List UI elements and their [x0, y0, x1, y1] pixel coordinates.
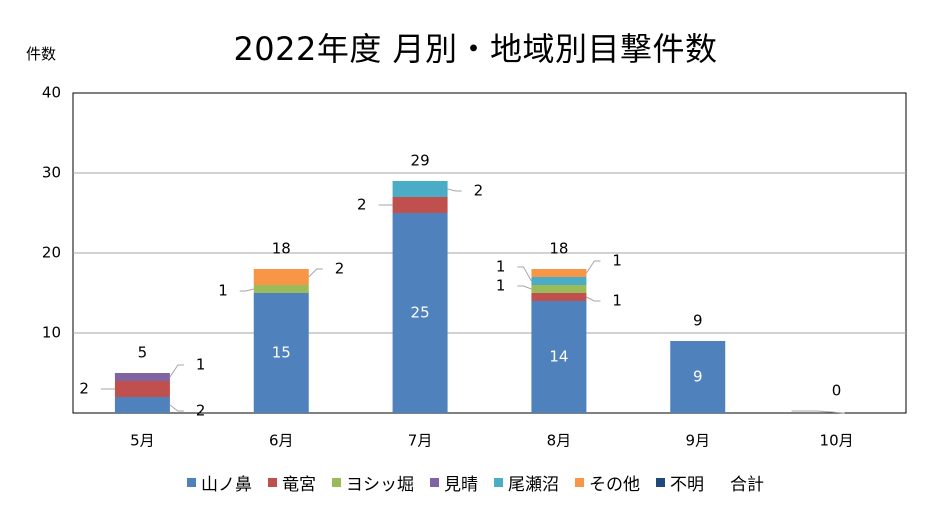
data-label: 14: [549, 348, 568, 366]
bar-segment: [253, 269, 309, 285]
x-tick-label: 5月: [130, 432, 155, 450]
chart-title: 2022年度 月別・地域別目撃件数: [233, 30, 718, 68]
bar-segment: [531, 301, 587, 413]
y-tick-label: 10: [42, 324, 61, 342]
bar-segment: [531, 285, 587, 293]
bar-segment: [670, 341, 726, 413]
bar-segment: [114, 397, 170, 413]
total-label: 18: [272, 240, 291, 258]
bar-segment: [392, 213, 448, 413]
data-label: 2: [357, 196, 367, 214]
data-label: 1: [496, 277, 506, 295]
bar-segment: [253, 293, 309, 413]
data-label-leader: [517, 266, 532, 282]
data-label: 25: [411, 304, 430, 322]
legend-item: 竜宮: [268, 470, 316, 495]
data-label: 1: [612, 252, 622, 270]
data-label-leader: [239, 288, 254, 292]
data-label: 1: [496, 258, 506, 276]
y-tick-label: 30: [42, 164, 61, 182]
data-label-leader: [586, 260, 601, 274]
legend-item: 不明: [656, 470, 704, 495]
bar-segment: [392, 181, 448, 197]
x-tick-label: 8月: [547, 432, 572, 450]
data-label-leader: [586, 296, 601, 302]
bar-segment: [531, 269, 587, 277]
data-label-leader: [169, 364, 184, 378]
legend-swatch: [656, 478, 665, 487]
legend-item: 見晴: [430, 470, 478, 495]
total-label: 18: [549, 240, 568, 258]
data-label-leader: [447, 188, 462, 192]
legend-swatch: [187, 478, 196, 487]
x-tick-label: 10月: [820, 432, 854, 450]
data-label-leader: [791, 410, 845, 414]
legend-label: 不明: [670, 475, 704, 495]
legend-item: 尾瀬沼: [494, 470, 559, 495]
legend-item: その他: [575, 470, 640, 495]
x-tick-label: 9月: [685, 432, 710, 450]
data-label: 2: [79, 380, 89, 398]
legend-label: 合計: [730, 475, 764, 495]
bar-segment: [253, 285, 309, 293]
legend-swatch: [430, 478, 439, 487]
legend-item: ヨシッ堀: [332, 470, 414, 495]
bar-segment: [392, 197, 448, 213]
y-tick-label: 40: [42, 84, 61, 102]
bar-segment: [114, 373, 170, 381]
legend-label: 山ノ鼻: [201, 475, 252, 495]
legend-swatch: [575, 478, 584, 487]
legend: 山ノ鼻 竜宮 ヨシッ堀 見晴 尾瀬沼 その他 不明 合計: [0, 470, 951, 495]
data-label: 1: [612, 292, 622, 310]
legend-label: 竜宮: [282, 475, 316, 495]
bar-segment: [531, 277, 587, 285]
bar-segment: [531, 293, 587, 301]
legend-label: 見晴: [444, 475, 478, 495]
legend-label: その他: [589, 475, 640, 495]
total-label: 0: [832, 382, 842, 400]
data-label-leader: [169, 404, 184, 412]
y-tick-label: 20: [42, 244, 61, 262]
data-label-leader: [517, 285, 532, 290]
legend-swatch: [494, 478, 503, 487]
legend-item: 山ノ鼻: [187, 470, 252, 495]
x-tick-label: 7月: [408, 432, 433, 450]
total-label: 29: [411, 152, 430, 170]
legend-label: 尾瀬沼: [508, 475, 559, 495]
bar-segment: [114, 381, 170, 397]
data-label: 1: [218, 282, 228, 300]
y-axis-label: 件数: [26, 45, 57, 63]
legend-swatch: [268, 478, 277, 487]
data-label-leader: [308, 268, 323, 278]
legend-label: ヨシッ堀: [346, 475, 414, 495]
legend-swatch: [332, 478, 341, 487]
data-label: 2: [196, 402, 206, 420]
data-label: 9: [693, 368, 703, 386]
total-label: 9: [693, 312, 703, 330]
data-label: 2: [474, 182, 484, 200]
data-label: 1: [196, 356, 206, 374]
data-label: 15: [272, 344, 291, 362]
x-tick-label: 6月: [269, 432, 294, 450]
total-label: 5: [138, 344, 148, 362]
data-label: 2: [335, 260, 345, 278]
